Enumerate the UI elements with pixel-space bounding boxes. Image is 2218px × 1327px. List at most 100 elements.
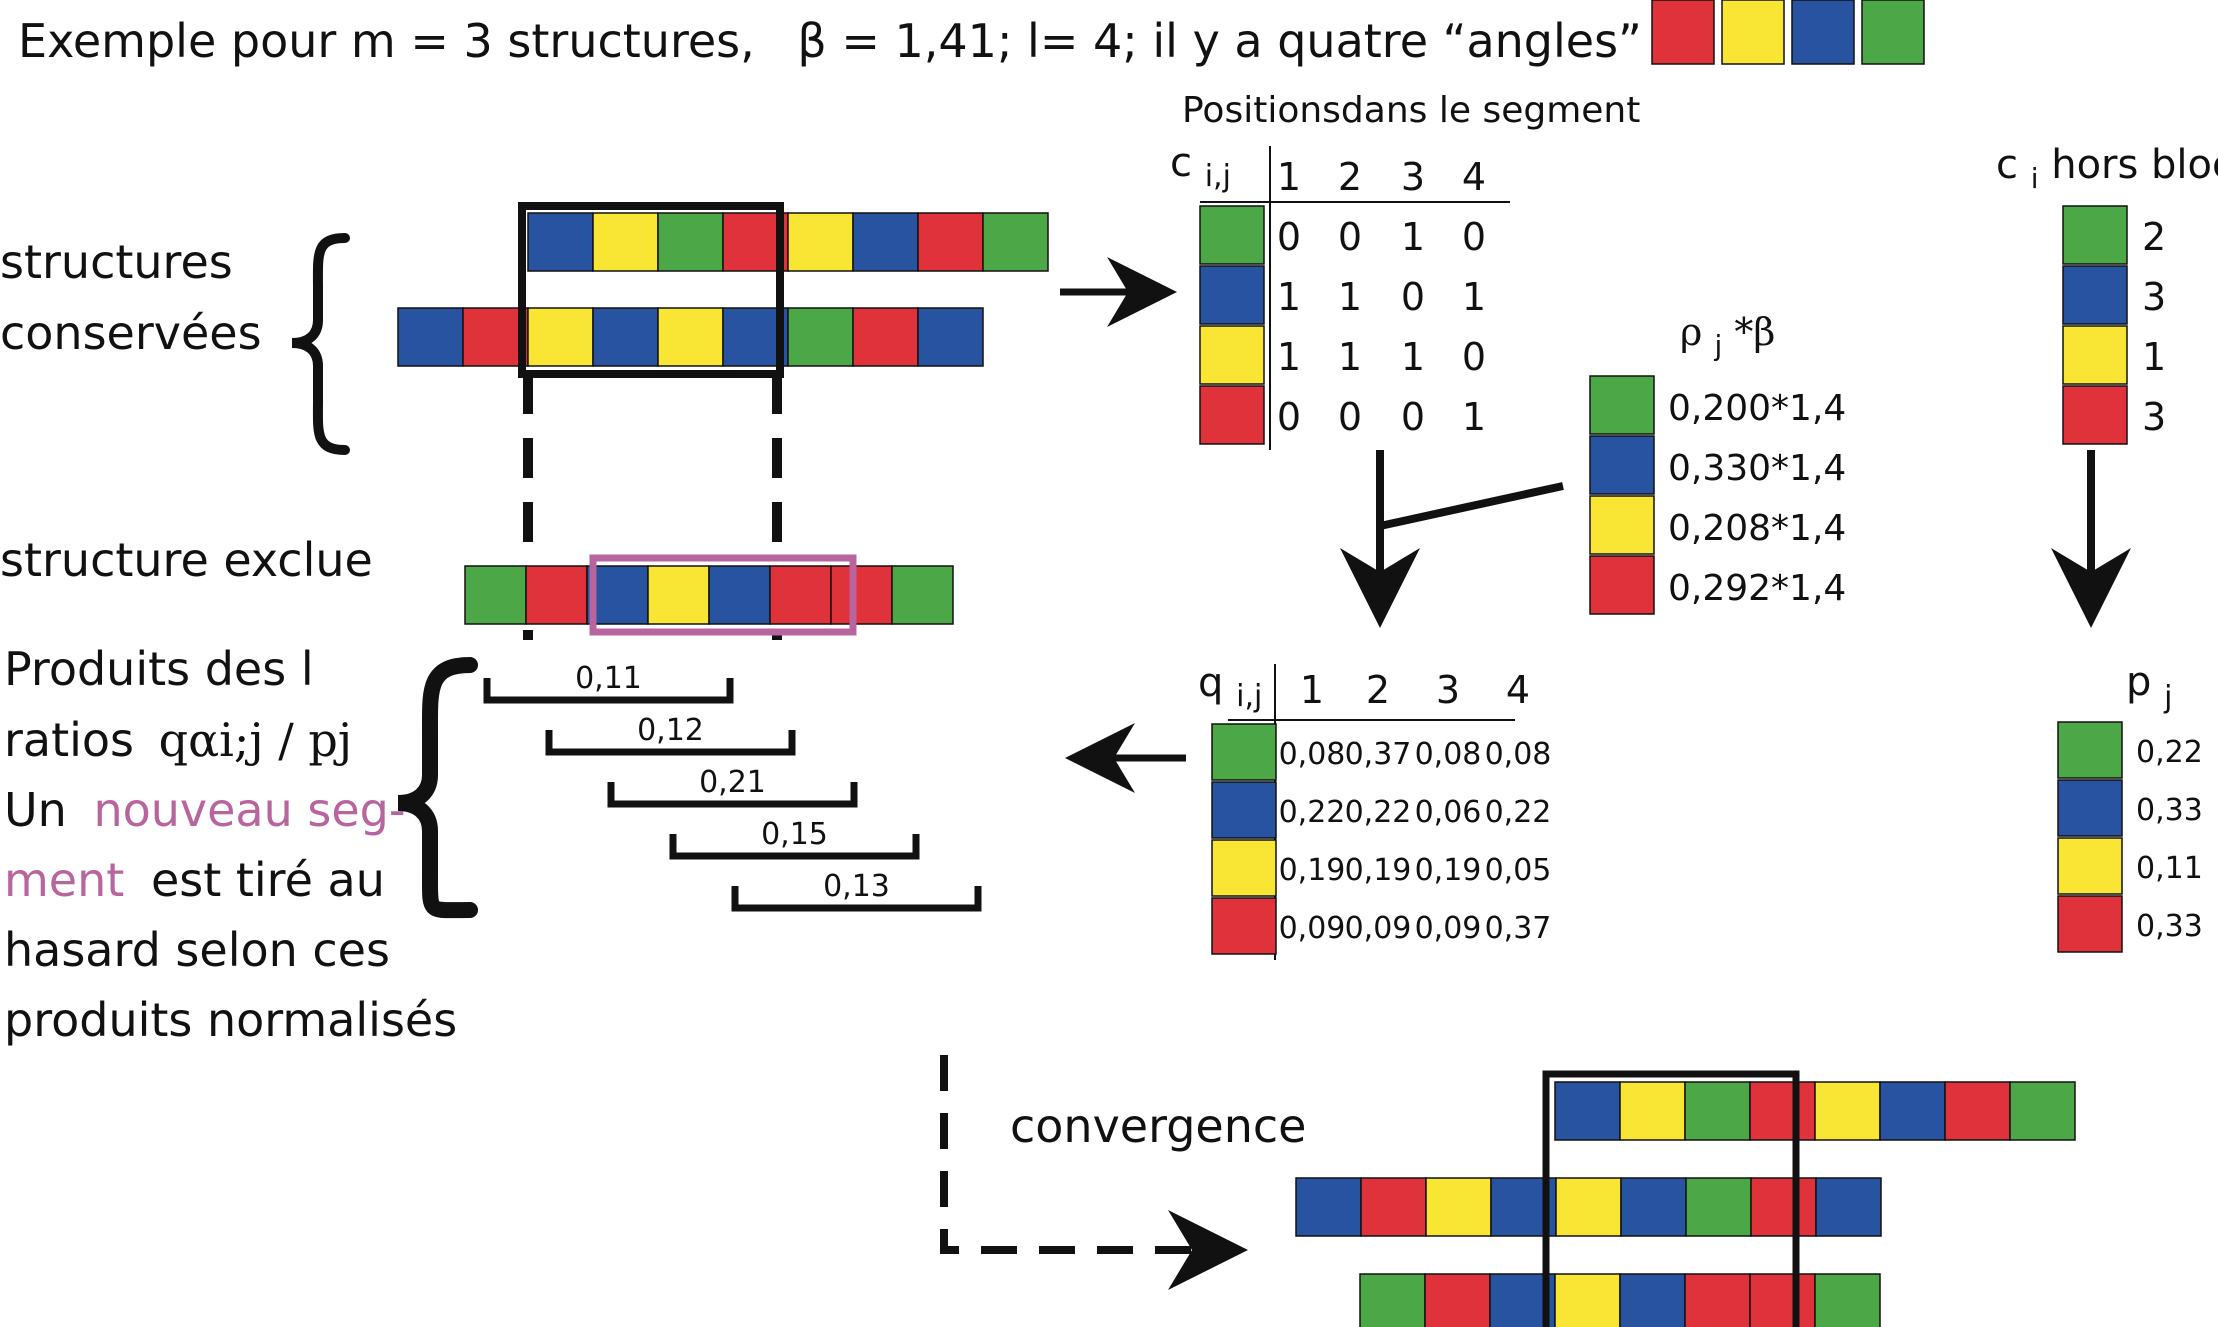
p-value: 0,33	[2136, 793, 2203, 828]
converged-cell-red	[1424, 1273, 1491, 1327]
legend-swatch-red	[1651, 0, 1715, 65]
segment-bracket	[483, 678, 734, 704]
products-left-brace	[397, 657, 478, 919]
conserved-cell-blue	[397, 307, 464, 367]
conserved-cell-yellow	[787, 212, 854, 272]
rho-label-tail: *β	[1734, 310, 1775, 354]
rho-column: 0,200*1,4 0,330*1,4 0,208*1,4 0,292*1,4	[1589, 375, 1846, 615]
p-label-sub: j	[2163, 680, 2172, 715]
c-out-value: 1	[2142, 335, 2166, 379]
converged-cell-red	[1944, 1081, 2011, 1141]
conserved-cell-green	[787, 307, 854, 367]
q-table: 1 2 3 40,08 0,37 0,08 0,080,22 0,22 0,06 0,220,19…	[1211, 668, 1552, 955]
segment-products: 0,11 0,12 0,21 0,15 0,13	[483, 661, 982, 912]
c-out-label-tail: hors bloc	[2051, 142, 2218, 188]
conserved-left-brace	[291, 233, 350, 455]
converged-cell-blue	[1815, 1177, 1882, 1237]
converged-cell-blue	[1620, 1177, 1687, 1237]
converged-cell-blue	[1554, 1081, 1621, 1141]
rho-label: ρ j *β	[1680, 310, 1775, 364]
c-table-row-swatch-green	[1199, 205, 1265, 265]
q-table-header: 2	[1366, 668, 1390, 712]
products-line6: produits normalisés	[4, 993, 457, 1047]
legend-swatch-blue	[1791, 0, 1855, 65]
rho-value: 0,200*1,4	[1668, 388, 1846, 429]
c-table-row-swatch-red	[1199, 385, 1265, 445]
c-out-value: 2	[2142, 215, 2166, 259]
p-value: 0,22	[2136, 735, 2203, 770]
c-out-label-sub: i	[2031, 162, 2039, 195]
rho-swatch-blue	[1589, 435, 1655, 495]
rho-label-sub: j	[1713, 329, 1722, 362]
converged-cell-red	[1360, 1177, 1427, 1237]
excluded-label: structure exclue	[0, 533, 373, 587]
c-table-cell: 1	[1277, 275, 1301, 319]
products-line2-a: ratios	[4, 713, 134, 767]
converged-cell-red	[1749, 1273, 1816, 1327]
q-table-cell: 0,22	[1345, 795, 1412, 830]
p-value: 0,33	[2136, 909, 2203, 944]
q-table-row-swatch-green	[1211, 723, 1277, 781]
q-table-cell: 0,05	[1485, 853, 1552, 888]
converged-cell-red	[1684, 1273, 1751, 1327]
conserved-cell-green	[982, 212, 1049, 272]
rho-connector	[1379, 482, 1564, 530]
q-table-cell: 0,22	[1485, 795, 1552, 830]
excluded-string	[464, 565, 954, 625]
legend-swatch-green	[1861, 0, 1925, 65]
conserved-cell-blue	[852, 212, 919, 272]
converged-cell-green	[1814, 1273, 1881, 1327]
converged-cell-red	[1750, 1177, 1817, 1237]
c-table-cell: 1	[1277, 335, 1301, 379]
converged-cell-yellow	[1555, 1177, 1622, 1237]
q-table-cell: 0,06	[1415, 795, 1482, 830]
q-table-header: 3	[1436, 668, 1460, 712]
c-table-cell: 0	[1401, 275, 1425, 319]
header-text: Exemple pour m = 3 structures, β = 1,41;…	[18, 14, 1672, 68]
q-table-cell: 0,37	[1485, 911, 1552, 946]
c-table-corner: c i,j	[1170, 140, 1231, 194]
conserved-cell-yellow	[592, 212, 659, 272]
excluded-cell-red	[830, 565, 893, 625]
c-out-label: c i hors bloc	[1996, 142, 2218, 198]
c-table-cell: 1	[1462, 395, 1486, 439]
legend-swatch-yellow	[1721, 0, 1785, 65]
products-line4: ment est tiré au	[4, 853, 385, 907]
c-out-swatch-blue	[2062, 265, 2128, 325]
p-value: 0,11	[2136, 851, 2203, 886]
rho-label-main: ρ	[1680, 310, 1702, 354]
c-table-corner-sub: i,j	[1205, 159, 1231, 194]
c-table-cell: 1	[1338, 275, 1362, 319]
header-prefix: Exemple pour m = 3 structures,	[18, 14, 755, 68]
segment-bracket	[607, 782, 858, 808]
header-beta: β = 1,41; l= 4; il y a quatre “angles” :	[797, 14, 1672, 68]
c-table-cell: 1	[1462, 275, 1486, 319]
converged-cell-blue	[1295, 1177, 1362, 1237]
q-table-cell: 0,09	[1415, 911, 1482, 946]
rho-swatch-red	[1589, 555, 1655, 615]
c-table-cell: 0	[1338, 395, 1362, 439]
c-table-header: 3	[1401, 155, 1425, 199]
converged-cell-yellow	[1425, 1177, 1492, 1237]
c-out-swatch-red	[2062, 385, 2128, 445]
c-out-column: 2 3 1 3	[2062, 205, 2166, 445]
q-table-row-swatch-blue	[1211, 781, 1277, 839]
c-table-row-swatch-yellow	[1199, 325, 1265, 385]
q-table-corner: q i,j	[1198, 660, 1262, 714]
segment-bracket	[731, 886, 982, 912]
c-table: 1 2 3 40 0 1 01 1 0 11 1 1 00 0 0 1	[1199, 155, 1486, 445]
conserved-strings	[397, 212, 1049, 367]
c-out-label-main: c	[1996, 142, 2018, 188]
c-out-swatch-green	[2062, 205, 2128, 265]
conserved-window-box	[518, 202, 784, 378]
products-line3: Un nouveau seg-	[4, 783, 405, 837]
segment-bracket	[545, 730, 796, 756]
converged-cell-green	[1684, 1081, 1751, 1141]
rho-value: 0,208*1,4	[1668, 508, 1846, 549]
c-table-header: 4	[1462, 155, 1486, 199]
converged-window-box	[1542, 1070, 1800, 1327]
segment-product-value: 0,21	[699, 765, 766, 800]
segment-bracket	[669, 834, 920, 860]
products-line2: ratios qαi;j / pj	[4, 713, 352, 767]
c-out-value: 3	[2142, 395, 2166, 439]
